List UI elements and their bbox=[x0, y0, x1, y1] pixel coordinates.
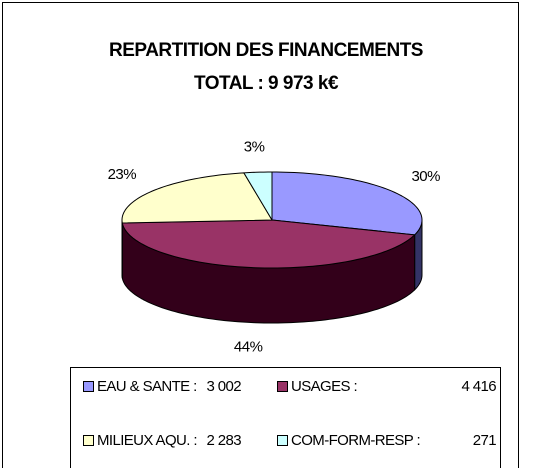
legend-label: MILIEUX AQU. : bbox=[97, 432, 197, 449]
legend-swatch bbox=[277, 381, 288, 392]
slice bbox=[121, 219, 416, 269]
data-label: 30% bbox=[411, 168, 440, 185]
legend-label: COM-FORM-RESP : bbox=[291, 432, 420, 449]
legend-amount: 4 416 bbox=[461, 378, 496, 395]
data-label: 3% bbox=[244, 138, 265, 155]
slice bbox=[271, 171, 423, 236]
legend-amount: 271 bbox=[473, 432, 496, 449]
slice bbox=[243, 171, 273, 221]
legend-label: EAU & SANTE : bbox=[97, 378, 197, 395]
chart-subtitle: TOTAL : 9 973 k€ bbox=[194, 73, 339, 94]
legend-amount: 3 002 bbox=[206, 378, 241, 395]
legend-swatch bbox=[83, 435, 94, 446]
legend-amount: 2 283 bbox=[206, 432, 241, 449]
legend-swatch bbox=[83, 381, 94, 392]
slice bbox=[121, 172, 273, 224]
chart-title: REPARTITION DES FINANCEMENTS bbox=[109, 40, 423, 61]
legend-label: USAGES : bbox=[291, 378, 357, 395]
data-label: 44% bbox=[234, 338, 263, 355]
legend-swatch bbox=[277, 435, 288, 446]
data-label: 23% bbox=[108, 166, 137, 183]
chart-frame bbox=[2, 2, 519, 468]
